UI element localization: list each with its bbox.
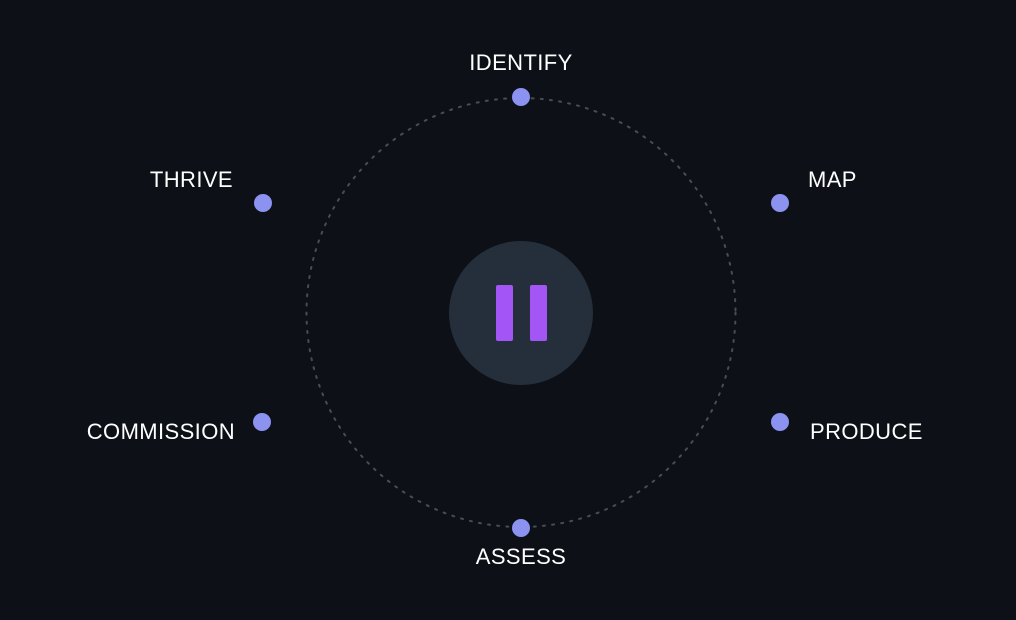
node-label-identify: IDENTIFY: [469, 50, 573, 75]
node-dot-identify: [512, 88, 530, 106]
pause-icon: [495, 285, 547, 341]
node-label-assess: ASSESS: [475, 544, 567, 569]
node-label-produce: PRODUCE: [810, 419, 923, 444]
node-dot-thrive: [254, 194, 272, 212]
node-label-thrive: THRIVE: [149, 167, 233, 192]
node-dot-map: [771, 194, 789, 212]
node-dot-commission: [253, 413, 271, 431]
node-dot-assess: [512, 519, 530, 537]
node-label-map: MAP: [808, 167, 857, 192]
node-dot-produce: [771, 413, 789, 431]
node-label-commission: COMMISSION: [86, 419, 235, 444]
pause-button[interactable]: [449, 241, 593, 385]
